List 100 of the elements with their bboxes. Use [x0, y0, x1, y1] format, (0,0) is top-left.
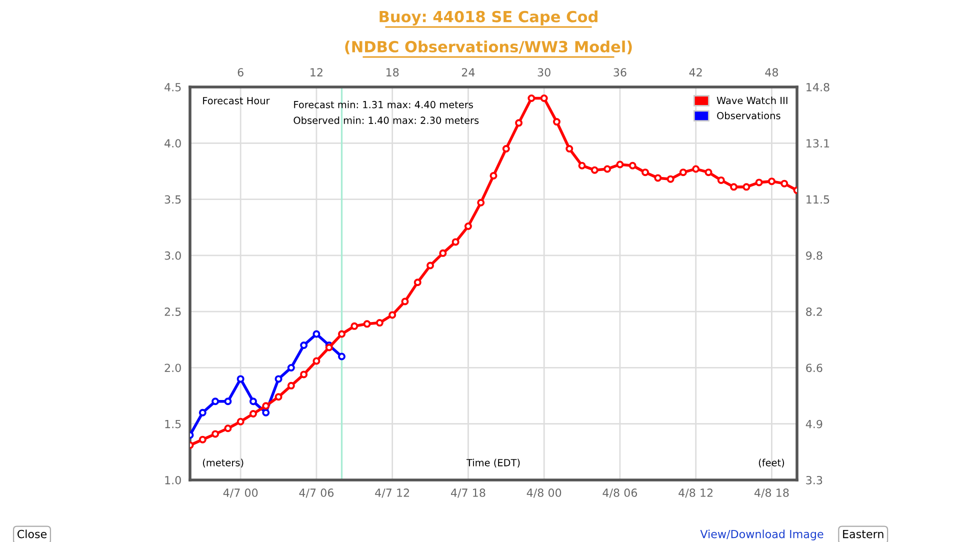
point: [325, 344, 333, 352]
point: [679, 168, 687, 176]
point: [552, 118, 560, 126]
point: [287, 364, 295, 372]
point: [604, 165, 612, 173]
annotation: (feet): [758, 458, 784, 468]
point: [249, 398, 257, 406]
point: [768, 178, 776, 186]
point: [426, 262, 434, 270]
annotation: Time (EDT): [466, 458, 520, 468]
x-tick-label: 24: [462, 68, 475, 76]
x-tick-label: 48: [765, 68, 778, 77]
x2-tick-label: 4/8 00: [526, 488, 562, 498]
x-tick-label: 18: [386, 68, 399, 77]
point: [755, 178, 763, 186]
point: [692, 165, 700, 173]
point: [287, 382, 295, 390]
point: [363, 320, 371, 328]
point: [249, 410, 257, 418]
x2-tick-label: 4/7 18: [450, 488, 486, 498]
point: [376, 319, 384, 327]
point: [312, 357, 320, 365]
point: [666, 175, 674, 183]
point: [350, 322, 358, 330]
y-tick-label: 4.5: [164, 83, 181, 92]
point: [742, 183, 750, 191]
point: [300, 342, 308, 350]
y-tick-label: 3.5: [164, 195, 181, 204]
point: [236, 375, 244, 383]
point: [528, 94, 536, 102]
point: [477, 198, 485, 206]
point: [224, 424, 232, 432]
point: [490, 172, 498, 180]
point: [338, 330, 346, 338]
annotation: Observed min: 1.40 max: 2.30 meters: [294, 116, 479, 124]
y2-tick-label: 3.3: [806, 476, 822, 484]
point: [300, 370, 308, 378]
point: [224, 398, 232, 406]
point: [578, 162, 586, 170]
y-tick-label: 4.0: [164, 139, 181, 148]
point: [628, 162, 636, 170]
y2-tick-label: 11.5: [806, 195, 830, 204]
point: [464, 222, 472, 230]
y2-tick-label: 13.1: [806, 139, 830, 148]
y-tick-label: 3.0: [164, 251, 181, 260]
point: [502, 145, 510, 153]
x-tick-label: 6: [238, 68, 244, 77]
x2-tick-label: 4/8 06: [602, 488, 638, 498]
point: [730, 183, 738, 191]
point: [717, 176, 725, 184]
text: Close: [17, 530, 47, 538]
point: [566, 145, 574, 153]
text: Eastern: [843, 530, 884, 538]
annotation: (meters): [202, 458, 244, 468]
x-tick-label: 12: [310, 68, 322, 76]
point: [212, 430, 220, 438]
legend-label: Observations: [717, 112, 780, 120]
point: [452, 238, 460, 246]
point: [641, 168, 650, 176]
y2-tick-label: 4.9: [806, 420, 822, 428]
y-tick-label: 2.5: [164, 308, 181, 316]
text: View/Download Image: [700, 530, 824, 540]
point: [274, 375, 282, 383]
point: [780, 180, 788, 188]
point: [515, 119, 523, 127]
point: [262, 408, 270, 416]
point: [388, 311, 396, 319]
y2-tick-label: 9.8: [806, 251, 822, 260]
point: [198, 436, 206, 444]
y-tick-label: 2.0: [164, 364, 181, 372]
annotation: Forecast min: 1.31 max: 4.40 meters: [294, 100, 473, 108]
y2-tick-label: 8.2: [806, 308, 822, 316]
annotation: Forecast Hour: [203, 97, 270, 104]
point: [262, 402, 270, 410]
legend-label: Wave Watch III: [716, 96, 788, 104]
x2-tick-label: 4/7 06: [299, 488, 334, 498]
x-tick-label: 42: [689, 68, 702, 76]
point: [236, 418, 244, 426]
point: [338, 352, 346, 360]
x-tick-label: 30: [538, 68, 550, 77]
point: [198, 408, 206, 416]
x2-tick-label: 4/7 12: [375, 488, 409, 498]
point: [616, 160, 624, 168]
point: [401, 298, 409, 306]
point: [540, 94, 548, 102]
chart-title: Buoy: 44018 SE Cape Cod: [380, 10, 598, 26]
point: [414, 278, 422, 286]
x-tick-label: 36: [614, 68, 626, 77]
point: [274, 393, 282, 401]
point: [212, 398, 220, 406]
point: [312, 330, 320, 338]
y-tick-label: 1.0: [165, 476, 181, 484]
x2-tick-label: 4/8 12: [678, 488, 712, 498]
point: [654, 174, 662, 182]
point: [704, 168, 712, 176]
x2-tick-label: 4/7 00: [223, 488, 258, 498]
y-tick-label: 1.5: [165, 420, 181, 428]
x2-tick-label: 4/8 18: [754, 488, 789, 498]
chart-subtitle: (NDBC Observations/WW3 Model): [345, 40, 632, 54]
y2-tick-label: 14.8: [806, 82, 830, 92]
